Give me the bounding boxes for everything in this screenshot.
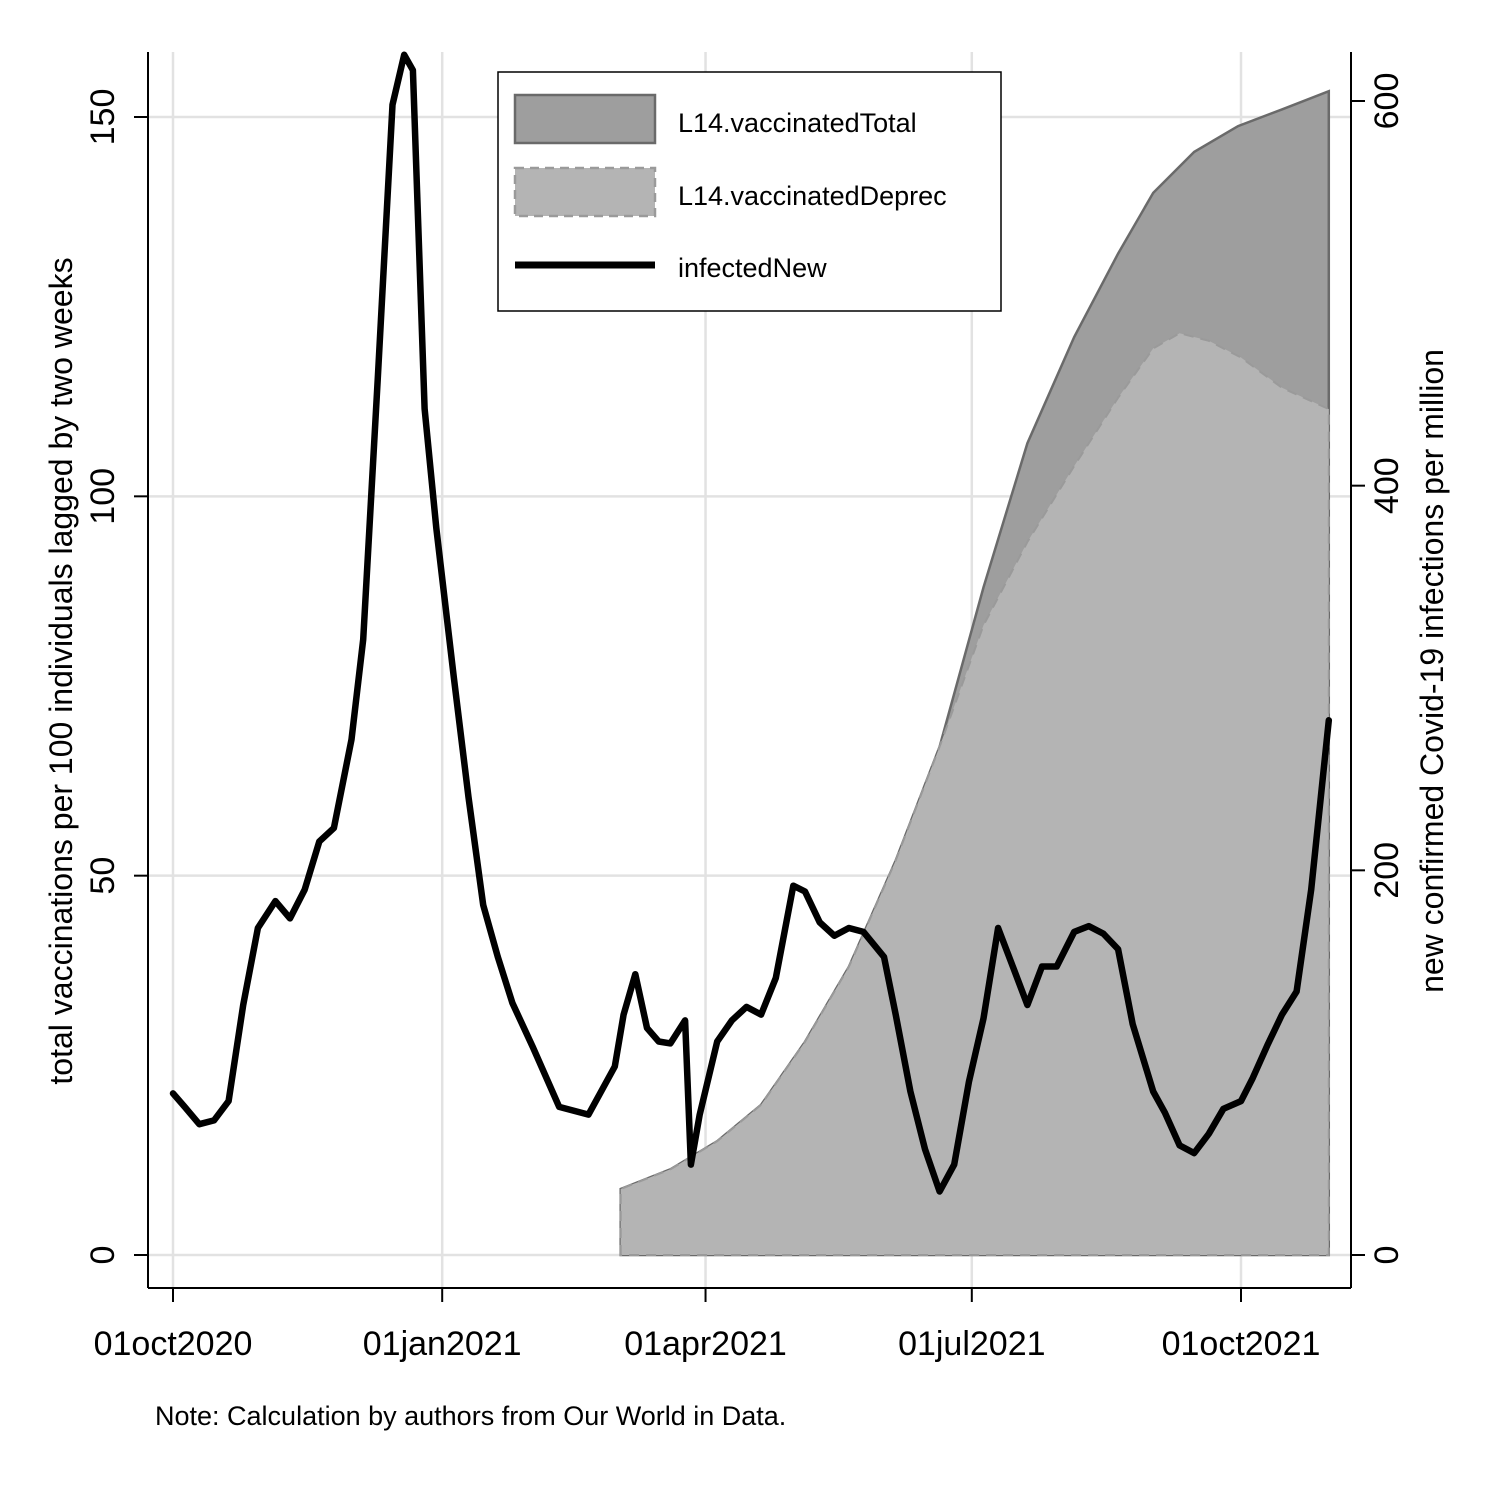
x-tick-label-0: 01oct2020 [94,1325,253,1363]
y-left-tick-label-50: 50 [84,857,122,895]
legend: L14.vaccinatedTotal L14.vaccinatedDeprec… [497,71,1002,312]
y-left-tick-label-100: 100 [84,468,122,525]
y-right-tick-label-200: 200 [1368,842,1406,899]
y-right-tick-label-600: 600 [1368,73,1406,130]
x-tick-label-1: 01jan2021 [363,1325,522,1363]
y-left-tick-label-150: 150 [84,89,122,146]
area-series [619,89,1331,1257]
axes [134,52,1365,1302]
y-left-tick-label-0: 0 [84,1246,122,1265]
x-tick-label-2: 01apr2021 [624,1325,787,1363]
chart-note: Note: Calculation by authors from Our Wo… [155,1401,786,1431]
line-series [169,51,1333,1195]
tick-labels: 0 50 100 150 0 200 400 600 01oct2020 01jan2021 01a… [84,73,1406,1363]
area-l---vaccinateddeprec [619,332,1330,1256]
legend-label-vaccinated-total: L14.vaccinatedTotal [678,108,917,138]
y-left-axis-title: total vaccinations per 100 individuals l… [43,257,79,1084]
x-tick-label-4: 01oct2021 [1162,1325,1321,1363]
legend-label-infected-new: infectedNew [678,253,827,283]
legend-swatch-vaccinated-deprec [513,166,657,218]
legend-swatch-vaccinated-total [513,93,657,145]
y-right-axis-title: new confirmed Covid-19 infections per mi… [1414,349,1450,993]
x-tick-label-3: 01jul2021 [898,1325,1045,1363]
y-right-tick-label-0: 0 [1368,1246,1406,1265]
line-infectednew [169,51,1333,1195]
legend-label-vaccinated-deprec: L14.vaccinatedDeprec [678,181,947,211]
y-right-tick-label-400: 400 [1368,457,1406,514]
